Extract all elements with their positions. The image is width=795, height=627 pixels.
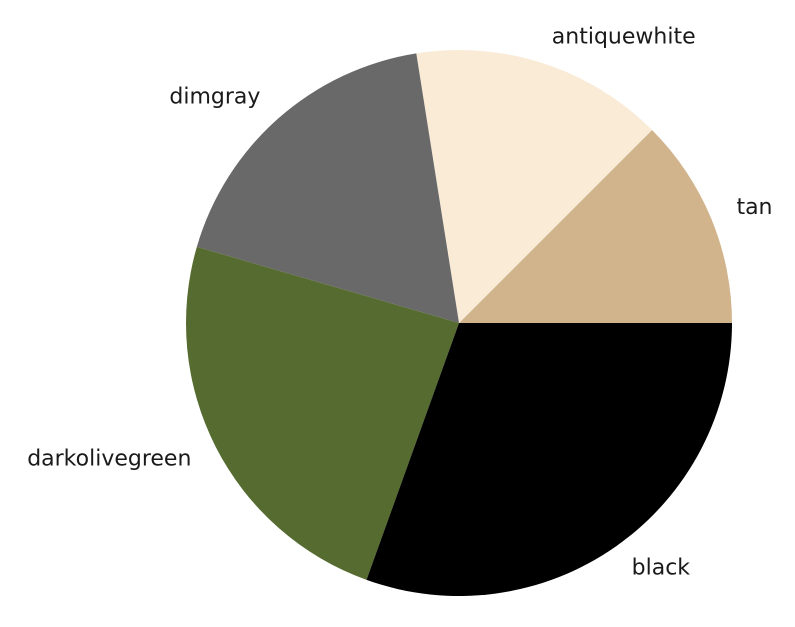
pie-slice-tan xyxy=(459,129,732,323)
pie-slice-black xyxy=(366,323,732,597)
slice-label-antiquewhite: antiquewhite xyxy=(552,24,696,49)
slice-label-black: black xyxy=(632,556,691,581)
pie-slice-dimgray xyxy=(196,53,459,324)
pie-slice-darkolivegreen xyxy=(186,246,459,580)
slice-label-tan: tan xyxy=(736,195,772,220)
pie-slices xyxy=(186,49,732,597)
slice-label-dimgray: dimgray xyxy=(169,85,260,110)
pie-slice-antiquewhite xyxy=(416,49,653,323)
pie-labels: tan antiquewhite dimgray darkolivegreen blac… xyxy=(27,24,772,580)
slice-label-darkolivegreen: darkolivegreen xyxy=(27,446,191,471)
